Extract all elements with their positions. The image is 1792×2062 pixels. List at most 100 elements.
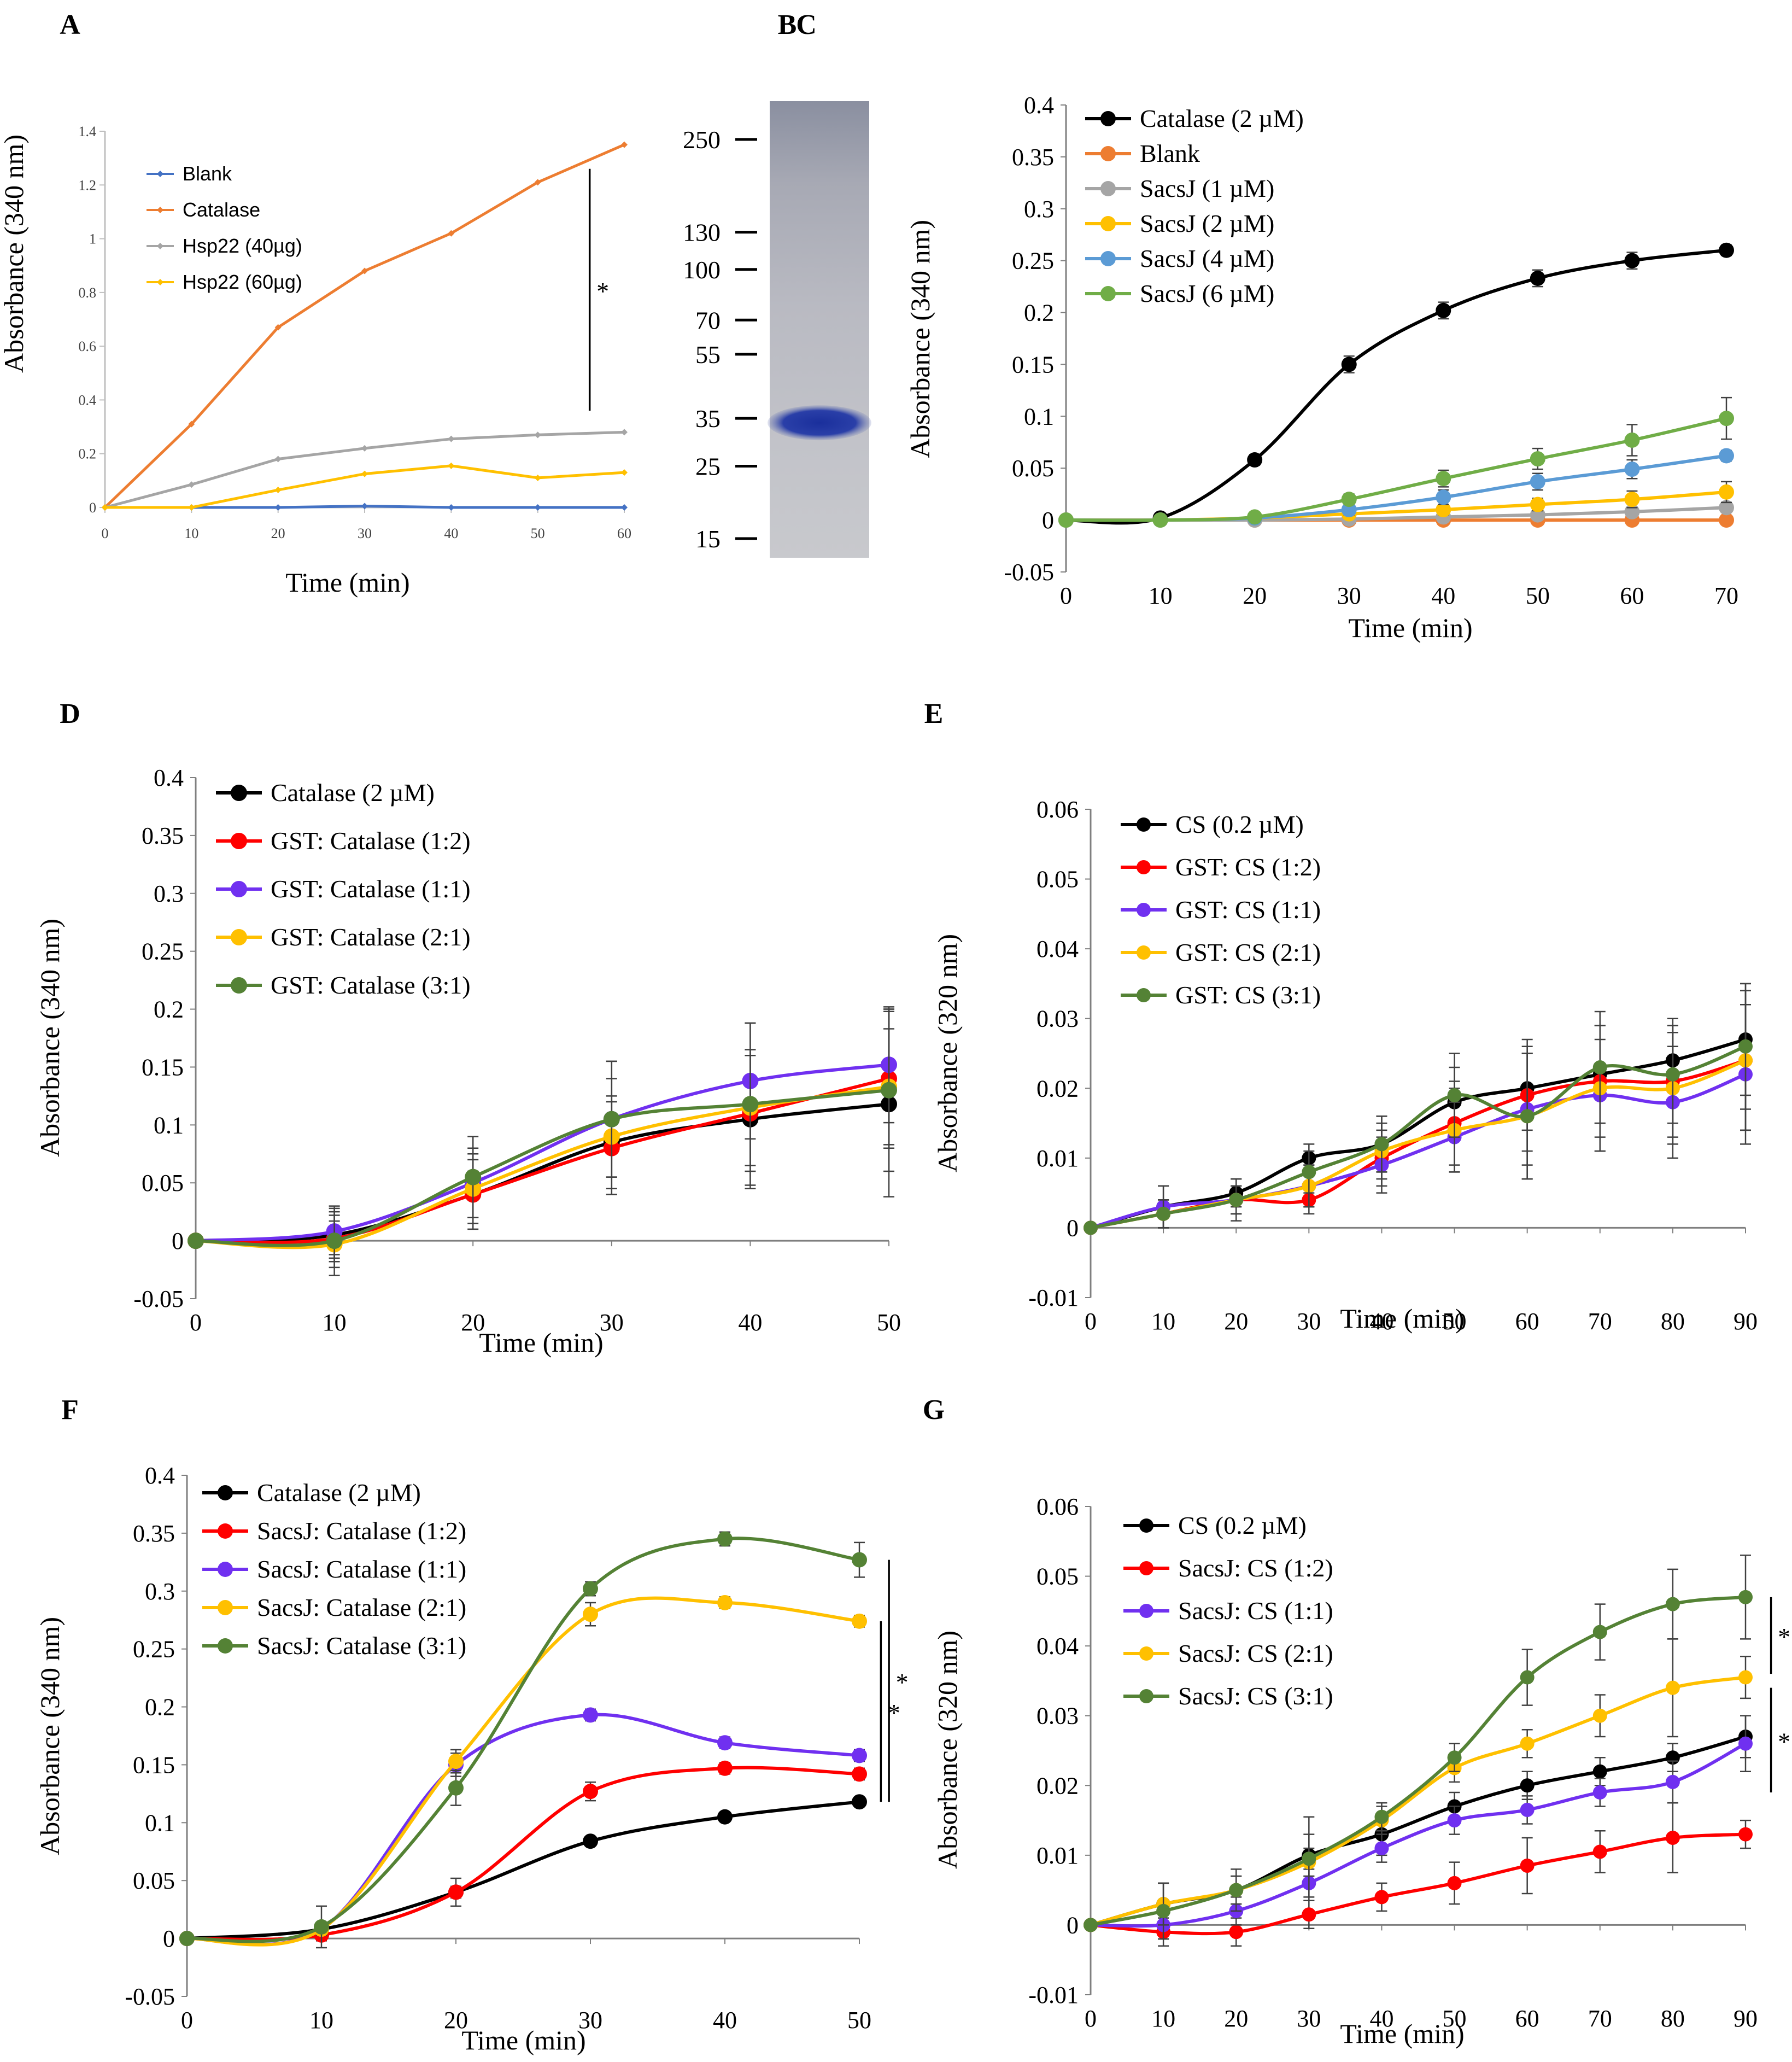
data-point (1247, 452, 1263, 468)
legend-item: Hsp22 (60µg) (147, 271, 302, 293)
data-point (1592, 1844, 1607, 1859)
x-tick-label: 60 (617, 525, 631, 541)
x-tick-label: 50 (1526, 582, 1550, 609)
data-point (583, 1833, 598, 1849)
x-axis-title: Time (min) (1348, 612, 1472, 643)
legend-label: Blank (183, 162, 232, 185)
x-tick-label: 50 (847, 2007, 871, 2034)
data-point (361, 267, 368, 274)
x-tick-label: 60 (1515, 2005, 1539, 2032)
legend-item: SacsJ (2 µM) (1085, 209, 1274, 237)
series-line (186, 1800, 860, 1941)
series-3 (1084, 990, 1753, 1235)
x-tick-label: 40 (1369, 2005, 1393, 2032)
x-tick-label: 40 (1369, 1308, 1393, 1335)
data-point (583, 1784, 598, 1800)
y-tick-label: 0 (1067, 1214, 1079, 1241)
legend-marker (1137, 903, 1151, 917)
data-point (583, 1607, 598, 1622)
legend-item: CS (0.2 µM) (1121, 810, 1304, 838)
legend-label: SacsJ: Catalase (1:1) (257, 1555, 466, 1583)
data-point (1520, 1858, 1535, 1873)
series-line (1090, 1832, 1746, 1936)
data-point (1447, 1088, 1462, 1103)
y-tick-label: 0 (163, 1925, 175, 1952)
data-point (1738, 1039, 1753, 1054)
x-tick-label: 10 (1151, 1308, 1175, 1335)
x-tick-label: 10 (1149, 582, 1173, 609)
series-1 (188, 1008, 897, 1263)
data-point (1719, 512, 1734, 528)
data-point (361, 445, 368, 452)
x-tick-label: 80 (1661, 2005, 1685, 2032)
legend-item: SacsJ: Catalase (1:2) (202, 1517, 466, 1545)
gel-panel-b: B 250 130 100 70 55 35 25 15 (683, 9, 871, 558)
x-tick-label: 50 (1443, 2005, 1467, 2032)
data-point (274, 487, 282, 494)
data-point (448, 230, 455, 237)
legend-marker (1100, 146, 1116, 161)
legend-marker (1137, 860, 1151, 874)
y-tick-label: 1.2 (79, 177, 97, 193)
data-point (621, 469, 628, 476)
legend-item: GST: CS (3:1) (1121, 981, 1321, 1009)
y-tick-label: 0.15 (133, 1751, 175, 1778)
data-point (621, 141, 628, 148)
data-point (603, 1111, 620, 1128)
series-0 (188, 1010, 897, 1259)
series-line (186, 1766, 860, 1941)
y-tick-label: 0 (89, 500, 96, 516)
legend-item: Blank (1085, 139, 1200, 167)
data-point (1520, 1109, 1535, 1124)
y-axis-title: Absorbance (340 nm) (34, 1617, 65, 1855)
panel-label: E (924, 698, 944, 729)
y-tick-label: 0.1 (145, 1809, 175, 1836)
legend-marker (157, 279, 163, 285)
data-point (179, 1931, 195, 1947)
data-point (852, 1794, 867, 1810)
legend-marker (1100, 251, 1116, 266)
legend-label: Catalase (183, 198, 260, 221)
legend-item: Blank (147, 162, 232, 185)
data-point (326, 1232, 343, 1249)
y-tick-label: -0.05 (1004, 559, 1054, 586)
y-tick-label: 0.04 (1036, 936, 1079, 962)
data-point (1592, 1708, 1607, 1723)
legend-item: SacsJ: CS (1:1) (1123, 1597, 1333, 1625)
significance-star: * (596, 277, 609, 305)
series-2 (1084, 1715, 1753, 1940)
x-axis-title: Time (min) (1340, 2018, 1464, 2049)
series-0 (1084, 983, 1753, 1235)
legend-item: SacsJ: CS (2:1) (1123, 1639, 1333, 1667)
x-tick-label: 30 (358, 525, 372, 541)
series-line (1090, 1595, 1746, 1927)
data-point (1592, 1625, 1607, 1639)
legend-marker (1137, 945, 1151, 960)
legend-marker (218, 1523, 233, 1539)
data-point (1374, 1137, 1389, 1152)
legend-item: SacsJ: CS (1:2) (1123, 1554, 1333, 1582)
x-tick-label: 40 (1431, 582, 1455, 609)
data-point (1229, 1925, 1244, 1940)
data-point (1719, 484, 1734, 500)
legend-label: GST: CS (2:1) (1175, 938, 1321, 966)
data-point (1374, 1809, 1389, 1824)
legend-marker (1100, 216, 1116, 231)
legend-item: GST: Catalase (3:1) (216, 971, 471, 999)
legend-marker (1100, 286, 1116, 301)
data-point (534, 474, 541, 481)
legend-item: GST: CS (1:2) (1121, 853, 1321, 881)
data-point (188, 1232, 204, 1249)
series-line (186, 1713, 860, 1947)
legend-label: Blank (1140, 139, 1200, 167)
data-point (361, 503, 368, 510)
y-tick-label: 0.4 (145, 1462, 175, 1489)
legend-label: SacsJ (6 µM) (1140, 279, 1274, 307)
y-tick-label: 0.05 (142, 1170, 184, 1196)
data-point (852, 1613, 867, 1629)
data-point (1436, 502, 1451, 518)
x-tick-label: 20 (1224, 1308, 1248, 1335)
data-point (852, 1552, 867, 1568)
